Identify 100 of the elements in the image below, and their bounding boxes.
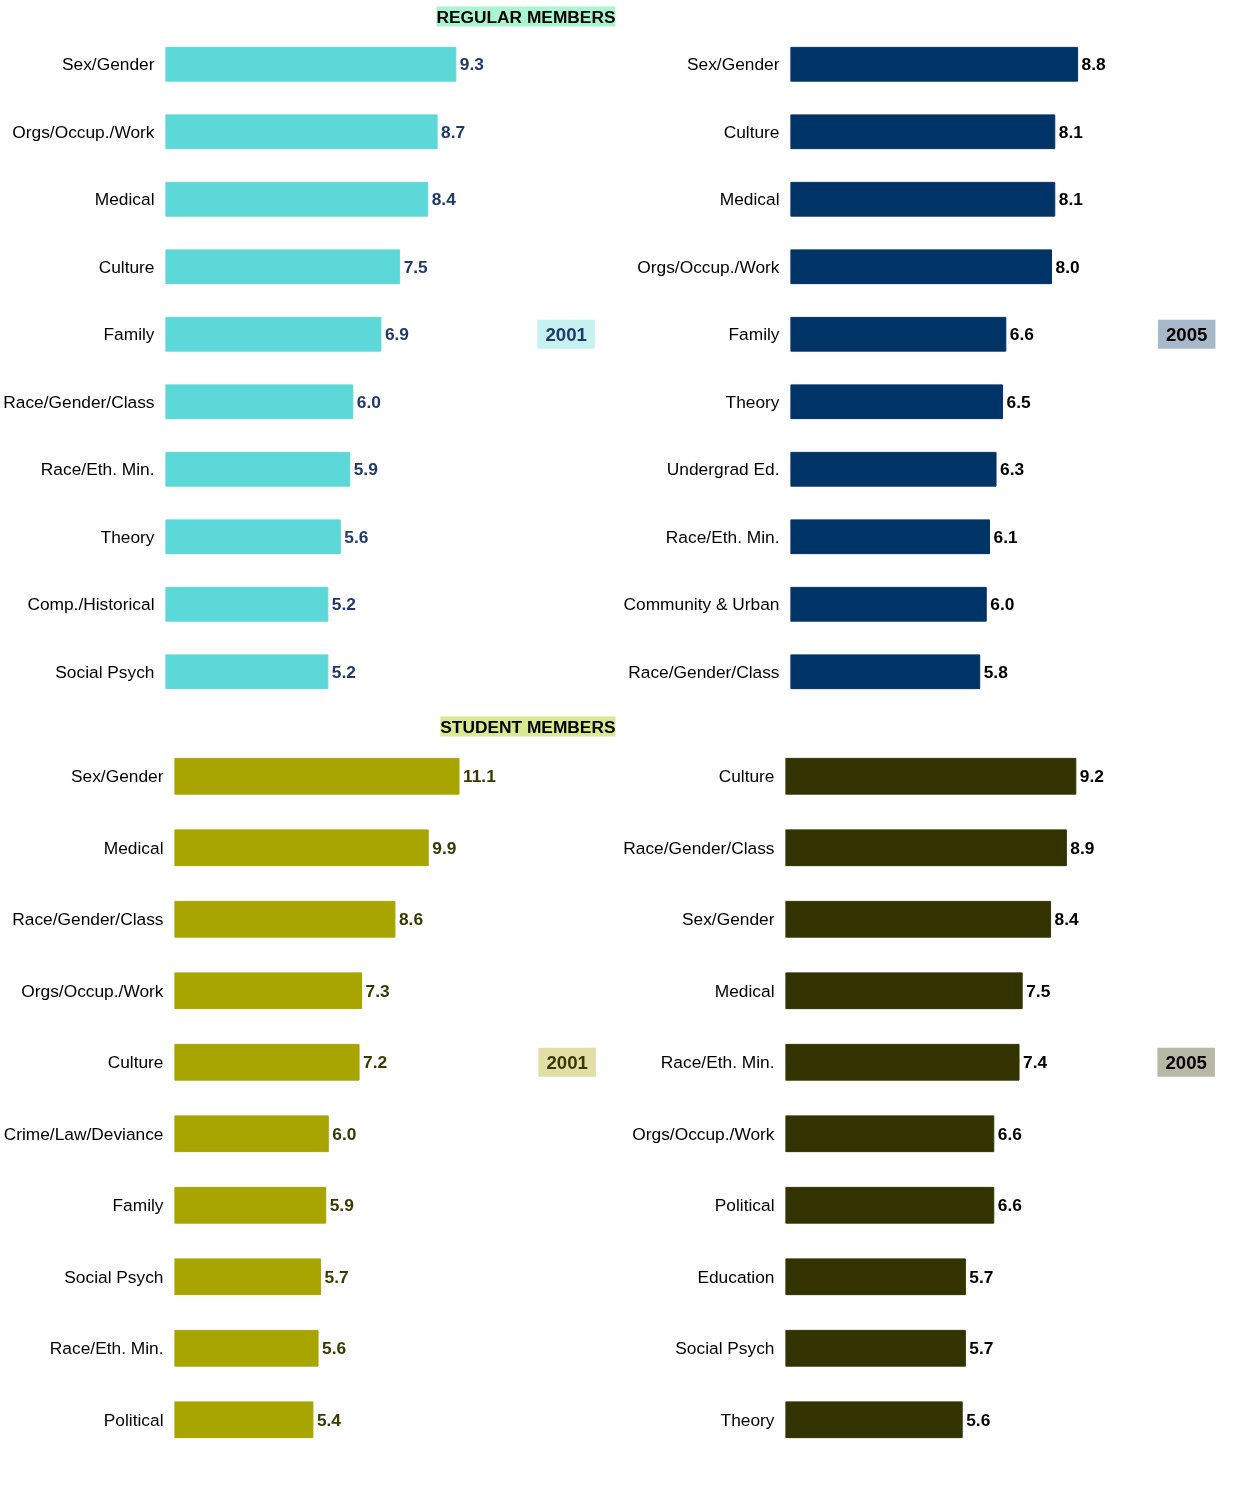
y-tick-label: Sex/Gender <box>71 766 164 787</box>
y-tick-label: Theory <box>720 1409 775 1430</box>
bar <box>174 1115 329 1153</box>
bar <box>790 451 997 487</box>
bar <box>790 586 987 622</box>
y-tick-label: Community & Urban <box>623 594 780 615</box>
y-tick-label: Theory <box>725 391 780 412</box>
y-tick-label: Theory <box>100 526 155 547</box>
bar <box>174 829 429 867</box>
bar <box>165 519 341 555</box>
bar <box>165 181 429 217</box>
data-label: 8.1 <box>1058 121 1084 142</box>
bar <box>790 46 1079 82</box>
text: 2001 <box>545 323 587 345</box>
data-label: 5.6 <box>966 1409 991 1430</box>
data-label: 6.9 <box>384 324 409 345</box>
y-tick-label: Race/Eth. Min. <box>665 526 780 547</box>
bar <box>165 384 354 420</box>
data-label: 11.1 <box>463 766 497 787</box>
bar <box>785 1115 995 1153</box>
y-tick-label: Race/Gender/Class <box>623 837 775 858</box>
y-tick-label: Culture <box>98 256 155 277</box>
y-tick-label: Race/Eth. Min. <box>49 1338 164 1359</box>
data-label: 8.7 <box>441 121 466 142</box>
data-label: 6.0 <box>990 594 1015 615</box>
bar <box>174 1401 314 1439</box>
data-label: 9.2 <box>1079 766 1104 787</box>
data-label: 7.5 <box>1026 980 1051 1001</box>
bar <box>174 900 396 938</box>
y-tick-label: Race/Gender/Class <box>628 661 780 682</box>
y-tick-label: Political <box>103 1409 164 1430</box>
y-tick-label: Comp./Historical <box>27 594 155 615</box>
y-tick-label: Sex/Gender <box>682 909 775 930</box>
y-tick-label: Orgs/Occup./Work <box>632 1123 775 1144</box>
data-label: 6.0 <box>356 391 381 412</box>
data-label: 5.7 <box>969 1266 994 1287</box>
y-tick-label: Race/Eth. Min. <box>40 459 155 480</box>
bar <box>790 316 1007 352</box>
y-tick-label: Medical <box>103 837 164 858</box>
bar <box>790 249 1052 285</box>
y-tick-label: Crime/Law/Deviance <box>3 1123 164 1144</box>
data-label: 8.9 <box>1070 837 1095 858</box>
y-tick-label: Culture <box>723 121 780 142</box>
bar <box>174 757 460 795</box>
y-tick-label: Family <box>103 324 155 345</box>
data-label: 8.8 <box>1081 54 1107 75</box>
bar <box>165 451 351 487</box>
bar <box>165 654 329 690</box>
data-label: 5.2 <box>331 661 356 682</box>
data-label: 6.6 <box>997 1195 1023 1216</box>
bar <box>165 316 382 352</box>
data-label: 6.0 <box>332 1123 357 1144</box>
data-label: 5.6 <box>344 526 369 547</box>
bar <box>790 654 981 690</box>
bar <box>785 1258 966 1296</box>
bar <box>790 114 1056 150</box>
bar <box>790 181 1056 217</box>
bar <box>785 757 1077 795</box>
bar <box>785 1401 963 1439</box>
data-label: 6.6 <box>997 1123 1023 1144</box>
y-tick-label: Orgs/Occup./Work <box>21 980 164 1001</box>
text: REGULAR MEMBERS <box>436 6 616 27</box>
y-tick-label: Race/Gender/Class <box>12 909 164 930</box>
data-label: 9.9 <box>432 837 457 858</box>
data-label: 9.3 <box>459 54 485 75</box>
y-tick-label: Culture <box>718 766 775 787</box>
bar <box>174 1186 327 1224</box>
bar <box>785 1186 995 1224</box>
data-label: 8.1 <box>1058 189 1084 210</box>
bar <box>790 384 1004 420</box>
data-label: 8.4 <box>1054 909 1080 930</box>
data-label: 5.9 <box>329 1195 354 1216</box>
bar <box>165 249 401 285</box>
bar <box>165 46 457 82</box>
data-label: 6.1 <box>993 526 1018 547</box>
bar <box>165 114 438 150</box>
bar <box>785 1329 966 1367</box>
data-label: 6.3 <box>1000 459 1025 480</box>
bar <box>785 972 1023 1010</box>
data-label: 5.4 <box>316 1409 342 1430</box>
data-label: 8.6 <box>398 909 424 930</box>
data-label: 5.9 <box>353 459 378 480</box>
bar <box>785 900 1052 938</box>
y-tick-label: Medical <box>719 189 780 210</box>
text: 2005 <box>1165 1051 1207 1073</box>
y-tick-label: Family <box>728 324 780 345</box>
y-tick-label: Sex/Gender <box>62 54 155 75</box>
y-tick-label: Race/Eth. Min. <box>660 1052 775 1073</box>
bar <box>165 586 329 622</box>
bar <box>174 1043 360 1081</box>
y-tick-label: Orgs/Occup./Work <box>12 121 155 142</box>
y-tick-label: Medical <box>714 980 775 1001</box>
data-label: 8.4 <box>431 189 457 210</box>
text: 2005 <box>1165 323 1208 345</box>
data-label: 7.2 <box>363 1052 388 1073</box>
data-label: 5.8 <box>983 661 1009 682</box>
bar <box>174 1258 322 1296</box>
y-tick-label: Orgs/Occup./Work <box>637 256 780 277</box>
y-tick-label: Social Psych <box>675 1338 775 1359</box>
data-label: 6.6 <box>1009 324 1035 345</box>
